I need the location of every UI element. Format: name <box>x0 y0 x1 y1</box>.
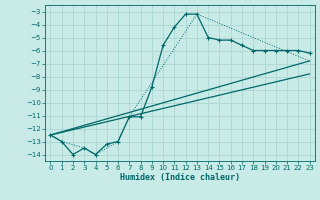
X-axis label: Humidex (Indice chaleur): Humidex (Indice chaleur) <box>120 173 240 182</box>
